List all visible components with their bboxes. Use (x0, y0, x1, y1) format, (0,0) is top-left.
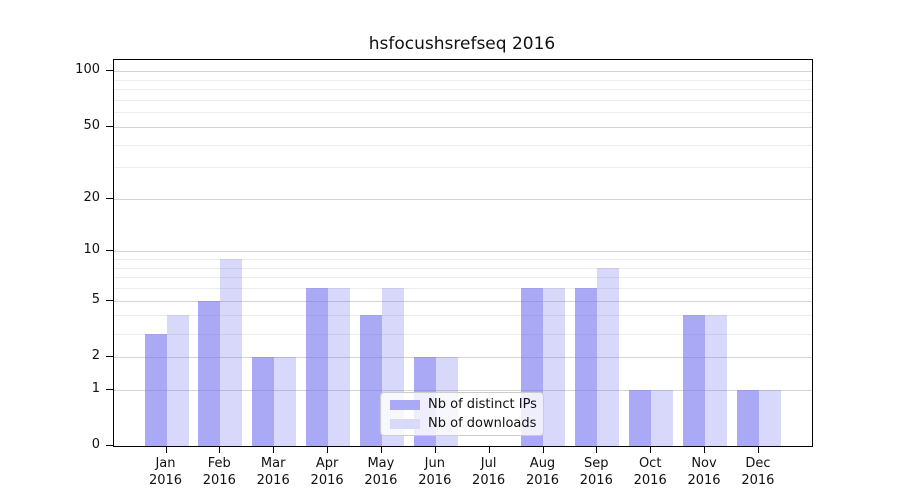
gridline-major (114, 300, 812, 302)
gridline-minor (114, 277, 812, 279)
bar-distinct-ips-mar (252, 356, 275, 446)
x-tick-label-apr: Apr 2016 (310, 456, 344, 488)
y-tick-label: 10 (83, 242, 100, 258)
y-tick-mark (106, 299, 113, 301)
gridline-minor (114, 167, 812, 169)
bar-distinct-ips-nov (683, 315, 705, 446)
x-tick-label-aug: Aug 2016 (525, 456, 560, 488)
bar-distinct-ips-feb (198, 300, 221, 446)
x-tick-label-feb: Feb 2016 (202, 456, 236, 488)
x-tick-label-may: May 2016 (364, 456, 398, 488)
legend-item-downloads: Nb of downloads (381, 416, 543, 431)
x-tick-mark (165, 446, 167, 453)
bar-distinct-ips-may (359, 315, 382, 446)
y-tick-label: 50 (83, 117, 100, 133)
y-tick-label: 100 (75, 62, 100, 78)
y-tick-mark (106, 355, 113, 357)
bar-downloads-jan (166, 315, 189, 446)
gridline-major (114, 126, 812, 128)
x-tick-label-nov: Nov 2016 (687, 456, 721, 488)
bar-downloads-nov (705, 315, 727, 446)
y-tick-label: 2 (91, 347, 100, 363)
bar-distinct-ips-dec (736, 389, 759, 446)
gridline-major (114, 71, 812, 73)
legend-label-downloads: Nb of downloads (428, 416, 537, 431)
gridline-major (114, 251, 812, 253)
gridline-major (114, 356, 812, 358)
gridline-major (114, 389, 812, 391)
gridline-minor (114, 288, 812, 290)
y-tick-label: 0 (91, 437, 100, 452)
legend-label-distinct-ips: Nb of distinct IPs (428, 397, 537, 412)
bar-distinct-ips-jan (144, 333, 167, 446)
y-tick-label: 20 (83, 189, 100, 205)
x-tick-label-oct: Oct 2016 (633, 456, 667, 488)
bar-downloads-oct (651, 389, 674, 446)
gridline-minor (114, 333, 812, 335)
bar-downloads-mar (274, 356, 297, 446)
bar-distinct-ips-apr (306, 288, 329, 446)
bar-downloads-sep (597, 267, 620, 446)
legend-swatch-downloads-icon (390, 418, 420, 429)
y-tick-mark (106, 445, 113, 446)
gridline-minor (114, 79, 812, 81)
y-tick-label: 5 (91, 291, 100, 307)
gridline-minor (114, 89, 812, 91)
plot-area (113, 59, 813, 447)
chart-title: hsfocushsrefseq 2016 (368, 34, 556, 54)
gridline-minor (114, 144, 812, 146)
x-tick-mark (650, 446, 652, 453)
y-tick-label: 1 (91, 380, 100, 396)
x-tick-label-jan: Jan 2016 (148, 456, 183, 488)
gridline-minor (114, 267, 812, 269)
y-tick-mark (106, 388, 113, 390)
x-tick-mark (704, 446, 705, 453)
x-tick-label-sep: Sep 2016 (579, 456, 613, 488)
bar-downloads-feb (220, 259, 243, 446)
gridline-minor (114, 100, 812, 101)
x-tick-mark (596, 446, 598, 453)
x-tick-mark (273, 446, 275, 453)
x-tick-mark (488, 446, 490, 453)
gridline-major (114, 198, 812, 200)
bar-downloads-dec (758, 389, 781, 446)
gridline-minor (114, 315, 812, 317)
gridline-minor (114, 259, 812, 261)
x-tick-mark (380, 446, 382, 453)
bar-downloads-apr (328, 288, 351, 446)
legend: Nb of distinct IPs Nb of downloads (380, 392, 544, 436)
y-tick-mark (106, 250, 113, 252)
x-tick-mark (327, 446, 329, 453)
y-tick-mark (106, 125, 113, 127)
x-tick-label-jul: Jul 2016 (472, 456, 506, 488)
x-tick-label-dec: Dec 2016 (741, 456, 775, 488)
x-tick-label-jun: Jun 2016 (418, 456, 452, 488)
legend-swatch-distinct-ips-icon (390, 399, 420, 410)
bar-distinct-ips-sep (575, 288, 598, 446)
x-tick-mark (757, 446, 759, 453)
x-tick-label-mar: Mar 2016 (256, 456, 290, 488)
legend-item-distinct-ips: Nb of distinct IPs (381, 397, 543, 412)
x-tick-mark (219, 446, 221, 453)
x-tick-mark (542, 446, 544, 453)
gridline-minor (114, 112, 812, 114)
y-tick-mark (106, 197, 113, 199)
x-tick-mark (434, 446, 436, 453)
bar-downloads-aug (543, 288, 566, 446)
bar-distinct-ips-oct (629, 389, 652, 446)
y-tick-mark (106, 70, 113, 72)
